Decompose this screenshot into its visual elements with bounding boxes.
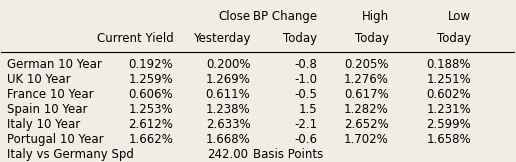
Text: 0.617%: 0.617% bbox=[344, 88, 389, 101]
Text: -0.6: -0.6 bbox=[294, 133, 317, 146]
Text: 1.5: 1.5 bbox=[298, 103, 317, 116]
Text: Italy 10 Year: Italy 10 Year bbox=[7, 118, 80, 131]
Text: 1.238%: 1.238% bbox=[206, 103, 250, 116]
Text: 2.599%: 2.599% bbox=[426, 118, 471, 131]
Text: 0.192%: 0.192% bbox=[128, 58, 173, 71]
Text: High: High bbox=[362, 10, 389, 23]
Text: 1.231%: 1.231% bbox=[426, 103, 471, 116]
Text: Italy vs Germany Spd: Italy vs Germany Spd bbox=[7, 148, 134, 161]
Text: 2.633%: 2.633% bbox=[206, 118, 250, 131]
Text: Today: Today bbox=[283, 32, 317, 45]
Text: 1.668%: 1.668% bbox=[205, 133, 250, 146]
Text: Spain 10 Year: Spain 10 Year bbox=[7, 103, 87, 116]
Text: France 10 Year: France 10 Year bbox=[7, 88, 93, 101]
Text: Yesterday: Yesterday bbox=[193, 32, 250, 45]
Text: 1.269%: 1.269% bbox=[205, 73, 250, 86]
Text: BP Change: BP Change bbox=[253, 10, 317, 23]
Text: Today: Today bbox=[437, 32, 471, 45]
Text: -1.0: -1.0 bbox=[294, 73, 317, 86]
Text: 1.253%: 1.253% bbox=[128, 103, 173, 116]
Text: 0.611%: 0.611% bbox=[205, 88, 250, 101]
Text: 1.702%: 1.702% bbox=[344, 133, 389, 146]
Text: 1.259%: 1.259% bbox=[128, 73, 173, 86]
Text: Today: Today bbox=[354, 32, 389, 45]
Text: Current Yield: Current Yield bbox=[96, 32, 173, 45]
Text: UK 10 Year: UK 10 Year bbox=[7, 73, 70, 86]
Text: 2.612%: 2.612% bbox=[128, 118, 173, 131]
Text: 1.251%: 1.251% bbox=[426, 73, 471, 86]
Text: 1.276%: 1.276% bbox=[344, 73, 389, 86]
Text: 1.658%: 1.658% bbox=[426, 133, 471, 146]
Text: 1.662%: 1.662% bbox=[128, 133, 173, 146]
Text: 1.282%: 1.282% bbox=[344, 103, 389, 116]
Text: 2.652%: 2.652% bbox=[344, 118, 389, 131]
Text: Portugal 10 Year: Portugal 10 Year bbox=[7, 133, 103, 146]
Text: German 10 Year: German 10 Year bbox=[7, 58, 102, 71]
Text: 0.188%: 0.188% bbox=[427, 58, 471, 71]
Text: 242.00: 242.00 bbox=[207, 148, 248, 161]
Text: Close: Close bbox=[218, 10, 250, 23]
Text: 0.200%: 0.200% bbox=[206, 58, 250, 71]
Text: Low: Low bbox=[448, 10, 471, 23]
Text: -0.5: -0.5 bbox=[294, 88, 317, 101]
Text: -0.8: -0.8 bbox=[294, 58, 317, 71]
Text: 0.205%: 0.205% bbox=[344, 58, 389, 71]
Text: 0.602%: 0.602% bbox=[426, 88, 471, 101]
Text: Basis Points: Basis Points bbox=[253, 148, 323, 161]
Text: 0.606%: 0.606% bbox=[128, 88, 173, 101]
Text: -2.1: -2.1 bbox=[294, 118, 317, 131]
